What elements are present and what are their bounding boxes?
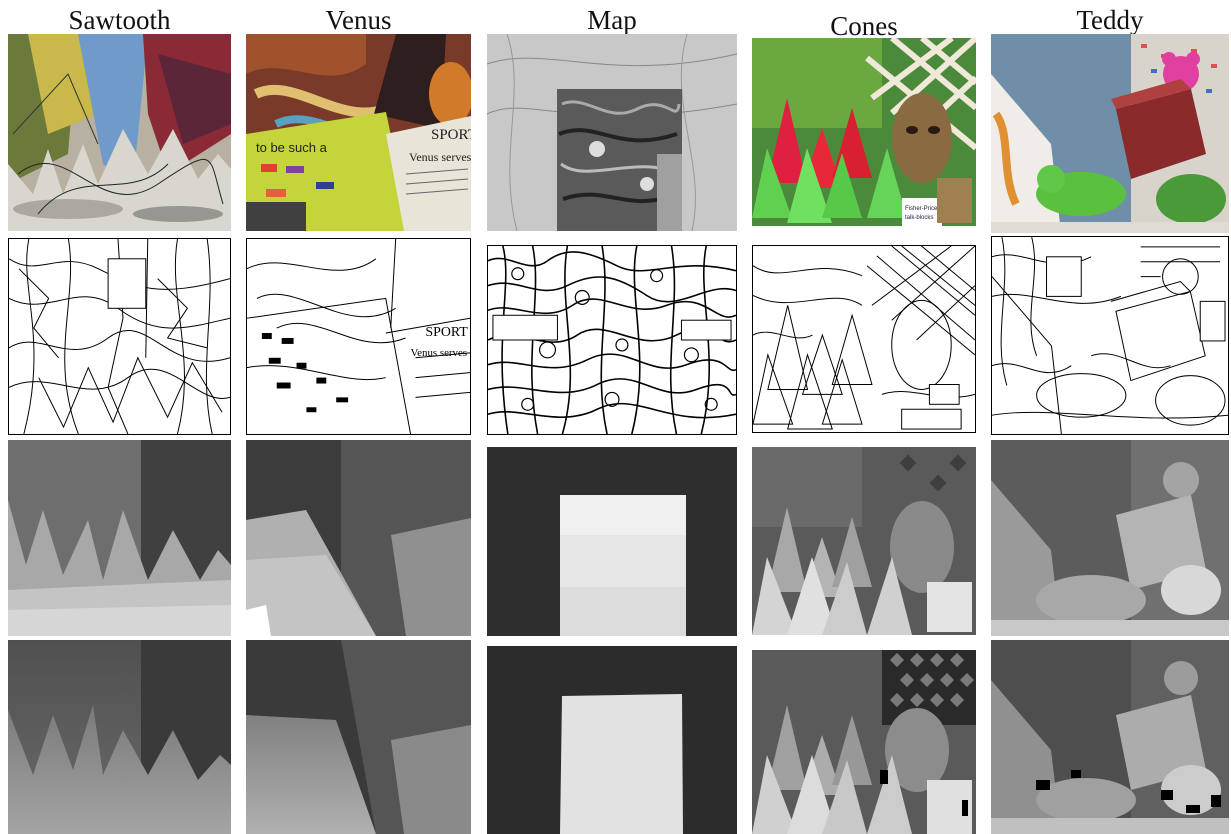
teddy-segmentation-edges [991,236,1229,435]
venus-edges-header: SPORT [425,324,468,339]
sawtooth-estimated-disparity [8,440,231,636]
teddy-input-image [991,34,1229,233]
venus-newspaper-headline: Venus serves [409,150,471,164]
cones-box-caption: talk-blocks [905,215,933,221]
column-title-sawtooth: Sawtooth [68,5,171,35]
column-title-venus: Venus [325,5,392,35]
teddy-estimated-disparity [991,440,1229,636]
sawtooth-ground-truth-disparity [8,640,231,834]
venus-input-image: to be such a SPORT Venus serves [246,34,471,231]
map-estimated-disparity [487,447,737,636]
map-input-image [487,34,737,231]
sawtooth-input-image [8,34,231,231]
venus-newspaper-header: SPORT [431,127,471,143]
cones-box-brand: Fisher-Price [905,206,938,212]
cones-input-image: Fisher-Price talk-blocks [752,38,976,226]
teddy-ground-truth-disparity [991,640,1229,834]
venus-edges-headline: Venus serves [411,347,468,359]
map-segmentation-edges [487,245,737,435]
cones-ground-truth-disparity [752,650,976,834]
venus-poster-text: to be such a [256,140,328,155]
column-title-cones: Cones [830,11,898,41]
cones-estimated-disparity [752,447,976,635]
sawtooth-segmentation-edges [8,238,231,435]
column-title-teddy: Teddy [1076,5,1144,35]
map-ground-truth-disparity [487,646,737,834]
venus-segmentation-edges: SPORT Venus serves [246,238,471,435]
venus-ground-truth-disparity [246,640,471,834]
cones-segmentation-edges [752,245,976,433]
venus-estimated-disparity [246,440,471,636]
column-title-map: Map [587,5,637,35]
